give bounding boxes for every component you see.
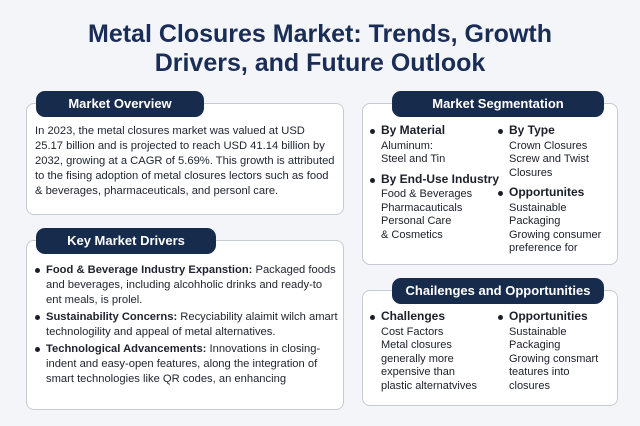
market-segmentation-heading: Market Segmentation — [392, 91, 604, 117]
segment-item: Personal Care — [381, 215, 452, 227]
market-overview-text: In 2023, the metal closures market was v… — [35, 125, 335, 197]
bullet-icon — [370, 315, 375, 320]
driver-item-sustainability: Sustainability Concerns: Recyciability a… — [34, 310, 338, 340]
opportunity-item: Sustainable — [509, 325, 567, 338]
challenge-item: expensive than — [381, 366, 455, 378]
segment-item: Closures — [509, 166, 553, 179]
driver-label: Food & Beverage Industry Expanstion: — [46, 264, 253, 276]
segment-item: preference for — [509, 242, 578, 254]
market-segmentation-card — [362, 103, 618, 265]
driver-item-food-beverage: Food & Beverage Industry Expanstion: Pac… — [34, 263, 338, 308]
challenge-item: generally more — [381, 352, 454, 365]
challenges-right-column: Opportunities Sustainable Packaging Grow… — [498, 309, 614, 393]
segment-item: Screw and Twist — [509, 153, 589, 165]
key-drivers-list: Food & Beverage Industry Expanstion: Pac… — [34, 263, 338, 389]
opportunity-item: Growing consmart — [509, 352, 599, 365]
bullet-icon — [498, 315, 503, 320]
driver-text: Recyciability alaimit wilch amart techno… — [46, 311, 338, 338]
market-overview-card — [26, 103, 344, 215]
segment-item: Pharmacauticals — [381, 201, 463, 214]
page-title: Metal Closures Market: Trends, Growth Dr… — [0, 20, 640, 78]
key-drivers-card — [26, 240, 344, 410]
bullet-icon — [498, 191, 503, 196]
driver-text: Innovations in closing-indent and easy-o… — [46, 343, 321, 385]
title-line-1: Metal Closures Market: Trends, Growth — [88, 20, 552, 48]
bullet-icon — [498, 129, 503, 134]
bullet-icon — [35, 268, 40, 273]
bullet-icon — [370, 177, 375, 183]
market-overview-heading: Market Overview — [36, 91, 204, 117]
segment-item: Crown Closures — [509, 139, 588, 152]
challenges-head: Challenges — [370, 309, 500, 324]
bullet-icon — [35, 315, 40, 320]
challenge-item: Cost Factors — [381, 325, 444, 338]
key-drivers-heading: Key Market Drivers — [36, 228, 216, 254]
bullet-icon — [35, 347, 40, 352]
segment-item: Packaging — [509, 215, 561, 227]
segment-item: Sustainable — [509, 201, 567, 214]
title-line-2: Drivers, and Future Outlook — [154, 49, 486, 77]
challenge-item: plastic alternatvives — [381, 379, 477, 392]
driver-label: Technological Advancements: — [46, 343, 207, 355]
driver-label: Sustainability Concerns: — [46, 311, 178, 323]
challenges-left-column: Challenges Cost Factors Metal closures g… — [370, 309, 500, 393]
segment-item: Steel and Tin — [381, 153, 446, 165]
segment-head-type: By Type — [498, 123, 614, 138]
challenges-card — [362, 290, 618, 406]
challenge-item: Metal closures — [381, 339, 452, 351]
segmentation-left-column: By Material Aluminum: Steel and Tin By E… — [370, 123, 500, 242]
opportunities-head: Opportunities — [498, 309, 614, 324]
segment-item: & Cosmetics — [381, 228, 443, 241]
segment-head-end-use: By End-Use Industry — [370, 172, 500, 187]
segment-item: Food & Beverages — [381, 188, 473, 200]
opportunity-item: Packaging — [509, 339, 561, 351]
segment-head-opportunities: Opportunites — [498, 185, 614, 200]
bullet-icon — [370, 129, 375, 134]
driver-text: Packaged foods and beverages, including … — [46, 264, 336, 306]
segment-item: Growing consumer — [509, 228, 602, 241]
challenges-heading: Chailenges and Opportunities — [392, 278, 604, 304]
opportunity-item: teatures into — [509, 366, 570, 378]
driver-item-technology: Technological Advancements: Innovations … — [34, 342, 338, 387]
segmentation-right-column: By Type Crown Closures Screw and Twist C… — [498, 123, 614, 256]
segment-item: Aluminum: — [381, 139, 433, 152]
segment-head-material: By Material — [370, 123, 500, 138]
opportunity-item: closures — [509, 379, 550, 392]
